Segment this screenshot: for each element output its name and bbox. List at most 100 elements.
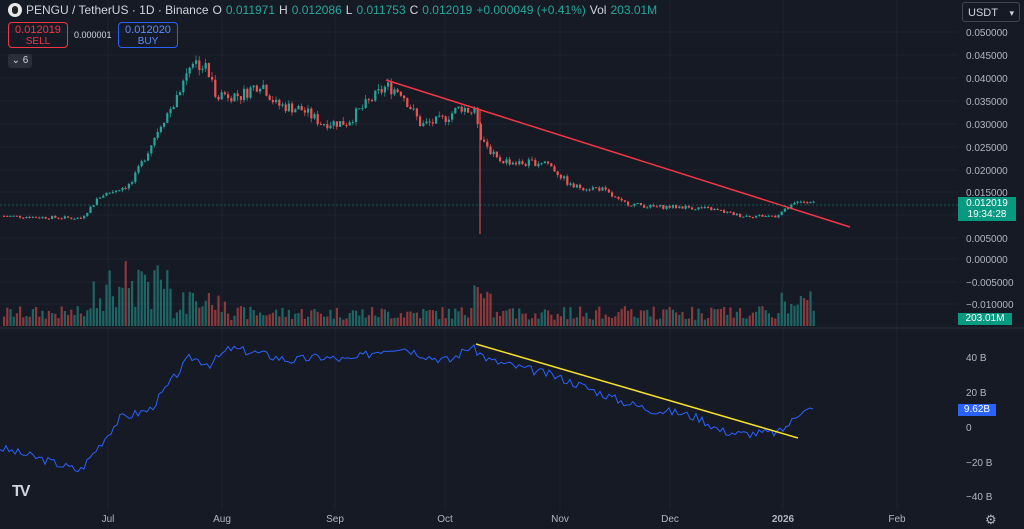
indicator-tick: 40 B — [966, 353, 987, 364]
volume-bar — [25, 316, 28, 326]
candle — [751, 217, 754, 219]
candle — [550, 163, 553, 167]
candle — [223, 92, 226, 95]
candle — [495, 151, 498, 158]
candle — [422, 123, 425, 127]
volume-bar — [531, 318, 534, 326]
candle — [665, 205, 668, 209]
volume-bar — [115, 307, 118, 326]
volume-bar — [275, 309, 278, 326]
indicator-tick: −20 B — [966, 458, 993, 469]
candle — [342, 121, 345, 126]
candle — [243, 88, 246, 100]
candle — [147, 153, 150, 161]
candle — [25, 217, 28, 219]
volume-bar — [447, 308, 450, 326]
candles — [3, 55, 815, 235]
volume-bar — [108, 270, 111, 326]
candle — [377, 89, 380, 91]
volume-bar — [710, 307, 713, 326]
volume-bar — [367, 315, 370, 326]
candle — [179, 92, 182, 95]
volume-bar — [767, 313, 770, 326]
candle — [588, 189, 591, 191]
volume-bar — [473, 285, 476, 326]
volume-bar — [185, 313, 188, 326]
currency-select[interactable]: USDT ▾ — [962, 2, 1020, 22]
sell-button[interactable]: 0.012019 SELL — [8, 22, 68, 48]
gear-icon[interactable]: ⚙ — [985, 512, 997, 527]
tradingview-logo[interactable]: TV — [12, 483, 31, 500]
volume-bar — [342, 319, 345, 326]
candle — [364, 99, 367, 108]
volume-bar — [169, 288, 172, 326]
candle — [687, 205, 690, 208]
candle — [339, 121, 342, 127]
volume-bar — [486, 291, 489, 326]
volume-bar — [783, 301, 786, 326]
time-tick: Feb — [888, 514, 906, 525]
volume-bar — [60, 306, 63, 326]
candle — [799, 201, 802, 203]
volume-bar — [303, 318, 306, 326]
candle — [524, 164, 527, 166]
volume-bar — [755, 311, 758, 326]
volume-bar — [300, 308, 303, 326]
volume-bar — [230, 319, 233, 326]
buy-button[interactable]: 0.012020 BUY — [118, 22, 178, 48]
volume-bar — [799, 295, 802, 326]
volume-bar — [598, 306, 601, 326]
volume-bar — [310, 310, 313, 326]
volume-bar — [102, 310, 105, 326]
volume-bar — [505, 310, 508, 326]
volume-bar — [547, 310, 550, 326]
candle — [172, 107, 175, 110]
volume-bar — [22, 317, 25, 326]
volume-bar — [787, 313, 790, 326]
candle — [582, 188, 585, 191]
candle — [201, 68, 204, 70]
candle — [591, 187, 594, 190]
candle — [41, 216, 44, 219]
volume-bar — [319, 313, 322, 326]
candle — [310, 108, 313, 119]
volume-bar — [361, 309, 364, 326]
candle — [38, 217, 41, 219]
candle — [611, 192, 614, 197]
candle — [403, 95, 406, 99]
volume-bar — [358, 315, 361, 326]
candle — [684, 205, 687, 209]
volume-bar — [739, 308, 742, 326]
volume-bar — [460, 307, 463, 326]
candle — [383, 86, 386, 93]
volume-bar — [15, 313, 18, 326]
volume-bar — [163, 288, 166, 326]
candle — [531, 159, 534, 161]
symbol-title[interactable]: PENGU / TetherUS · 1D · Binance — [26, 3, 209, 17]
volume-bar — [719, 308, 722, 326]
volume-bar — [655, 319, 658, 326]
candle — [790, 204, 793, 209]
volume-bar — [623, 306, 626, 326]
volume-bar — [742, 317, 745, 326]
volume-bar — [809, 291, 812, 326]
candle — [755, 215, 758, 218]
volume-bar — [428, 309, 431, 326]
indicators-collapse-button[interactable]: ⌄ 6 — [8, 54, 32, 68]
candle — [678, 206, 681, 208]
candle — [559, 174, 562, 179]
last-price-tag: 0.012019 19:34:28 — [958, 197, 1016, 221]
volume-bar — [147, 281, 150, 326]
indicator-line — [0, 343, 814, 473]
volume-bar — [489, 293, 492, 326]
candle — [6, 216, 9, 218]
candle — [121, 188, 124, 191]
volume-bar — [335, 307, 338, 326]
volume-bar — [476, 287, 479, 326]
volume-bar — [559, 316, 562, 326]
volume-bar — [790, 304, 793, 326]
volume-bar — [249, 306, 252, 326]
volume-bar — [118, 286, 121, 326]
candle — [387, 82, 390, 87]
